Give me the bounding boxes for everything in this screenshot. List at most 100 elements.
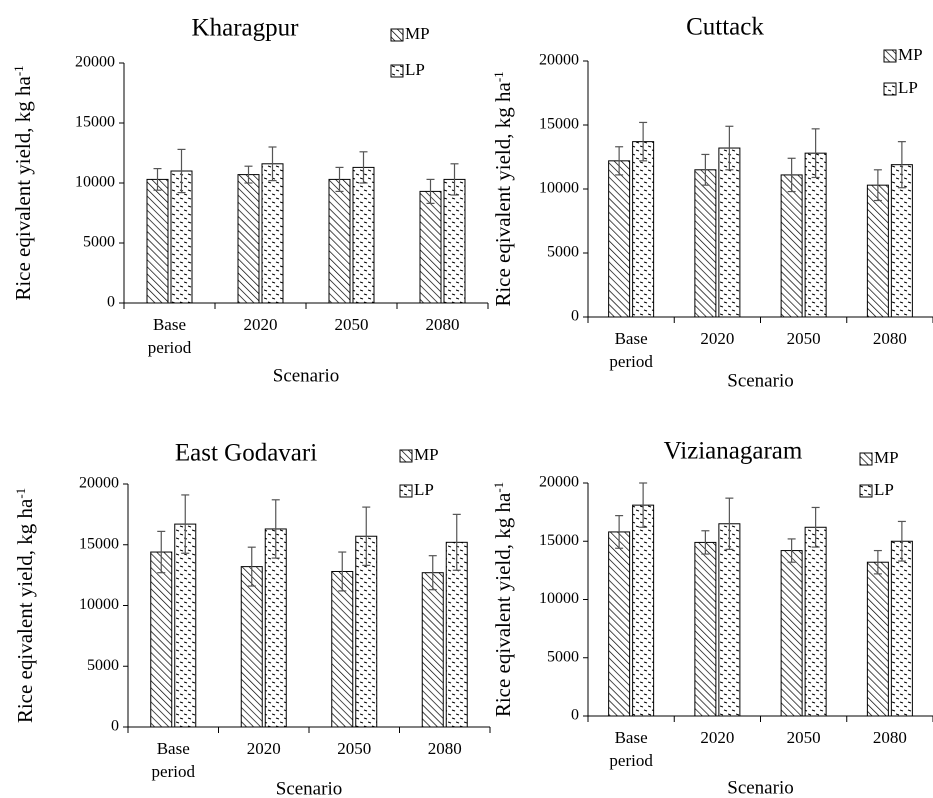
legend-swatch-mp — [859, 452, 873, 466]
y-tick-label: 0 — [571, 308, 579, 325]
legend-item-lp: LP — [399, 480, 434, 499]
bar-mp — [694, 169, 717, 318]
bar-lp — [718, 147, 741, 318]
y-axis-label: Rice eqivalent yield, kg ha-1 — [13, 488, 38, 723]
y-tick-label: 20000 — [539, 474, 579, 491]
y-axis-label: Rice eqivalent yield, kg ha-1 — [491, 482, 516, 717]
y-axis-label-text: Rice eqivalent yield, kg ha — [11, 75, 35, 300]
bar-mp — [866, 561, 889, 717]
y-tick-label: 10000 — [79, 596, 119, 613]
y-tick-label: 20000 — [79, 475, 119, 492]
legend-label: LP — [898, 78, 918, 97]
y-axis-label-text: Rice eqivalent yield, kg ha — [491, 81, 515, 306]
y-tick-label: 5000 — [87, 657, 119, 674]
bar-mp — [331, 570, 354, 728]
y-tick-label: 10000 — [539, 180, 579, 197]
x-tick-label: 2080 — [426, 315, 460, 334]
chart-title: Kharagpur — [192, 15, 300, 42]
y-axis-label-text: Rice eqivalent yield, kg ha — [491, 492, 515, 717]
y-axis-label-superscript: -1 — [11, 65, 26, 76]
legend-swatch-lp — [859, 484, 873, 498]
x-tick-label: 2080 — [873, 728, 907, 747]
bar-mp — [866, 184, 889, 318]
x-tick-label: Base — [615, 329, 648, 348]
legend-label: LP — [414, 480, 434, 499]
bar-mp — [780, 550, 803, 717]
bar-mp — [146, 178, 169, 304]
y-axis-label-superscript: -1 — [491, 71, 506, 82]
y-tick-label: 15000 — [79, 535, 119, 552]
legend-label: LP — [405, 60, 425, 79]
chart-panel-2: Cuttack Rice eqivalent yield, kg ha-1 0 500… — [491, 14, 933, 391]
bar-mp — [608, 160, 631, 318]
x-axis-label: Scenario — [727, 370, 793, 391]
y-tick-label: 10000 — [539, 590, 579, 607]
legend-label: LP — [874, 480, 894, 499]
chart-title: Vizianagaram — [664, 438, 803, 465]
bar-mp — [419, 190, 442, 304]
bar-lp — [261, 163, 284, 304]
bar-lp — [443, 178, 466, 304]
x-axis-label: Scenario — [727, 777, 793, 798]
x-tick-label: Base — [615, 728, 648, 747]
x-tick-label: 2020 — [700, 728, 734, 747]
x-tick-label: 2020 — [247, 739, 281, 758]
chart-panel-4: Vizianagaram Rice eqivalent yield, kg ha-… — [491, 438, 933, 798]
y-tick-label: 0 — [111, 718, 119, 735]
bar-lp — [804, 526, 827, 717]
y-tick-label: 0 — [107, 294, 115, 311]
y-tick-label: 5000 — [547, 648, 579, 665]
legend-item-mp: MP — [390, 24, 430, 43]
bar-mp — [237, 174, 260, 304]
x-axis-label: Scenario — [276, 778, 342, 798]
y-tick-label: 15000 — [75, 114, 115, 131]
y-axis-label-text: Rice eqivalent yield, kg ha — [13, 498, 37, 723]
x-tick-label: period — [148, 338, 192, 357]
y-axis-label: Rice eqivalent yield, kg ha-1 — [491, 71, 516, 306]
y-tick-label: 15000 — [539, 532, 579, 549]
y-tick-label: 5000 — [547, 244, 579, 261]
y-tick-label: 20000 — [539, 52, 579, 69]
chart-panel-3: East Godavari Rice eqivalent yield, kg ha… — [13, 440, 491, 798]
legend-swatch-mp — [883, 49, 897, 63]
legend-swatch-lp — [883, 82, 897, 96]
x-tick-label: period — [609, 751, 653, 770]
legend-item-lp: LP — [883, 78, 918, 97]
bar-lp — [890, 540, 913, 717]
y-tick-label: 20000 — [75, 54, 115, 71]
chart-title: East Godavari — [175, 440, 317, 467]
bar-lp — [718, 523, 741, 717]
y-axis-label-superscript: -1 — [13, 488, 28, 499]
bar-mp — [608, 531, 631, 717]
legend-label: MP — [874, 448, 899, 467]
x-tick-label: period — [609, 352, 653, 371]
x-tick-label: 2020 — [700, 329, 734, 348]
bar-mp — [780, 174, 803, 318]
x-tick-label: 2050 — [337, 739, 371, 758]
y-tick-label: 0 — [571, 707, 579, 724]
x-tick-label: 2020 — [244, 315, 278, 334]
y-tick-label: 5000 — [83, 234, 115, 251]
y-tick-label: 10000 — [75, 174, 115, 191]
legend-label: MP — [405, 24, 430, 43]
x-axis-label: Scenario — [273, 365, 339, 386]
bar-mp — [421, 572, 444, 728]
y-axis-label-superscript: -1 — [491, 482, 506, 493]
bar-lp — [632, 504, 655, 717]
bar-lp — [174, 523, 197, 728]
legend-item-lp: LP — [390, 60, 425, 79]
bar-mp — [694, 541, 717, 717]
x-tick-label: 2080 — [428, 739, 462, 758]
bar-lp — [352, 166, 375, 304]
legend-swatch-mp — [390, 28, 404, 42]
bar-lp — [632, 141, 655, 318]
bar-mp — [150, 551, 173, 728]
bar-mp — [328, 178, 351, 304]
legend-item-lp: LP — [859, 480, 894, 499]
x-tick-label: Base — [157, 739, 190, 758]
x-tick-label: 2050 — [335, 315, 369, 334]
x-tick-label: 2050 — [787, 329, 821, 348]
legend-swatch-lp — [390, 64, 404, 78]
legend-label: MP — [898, 45, 923, 64]
